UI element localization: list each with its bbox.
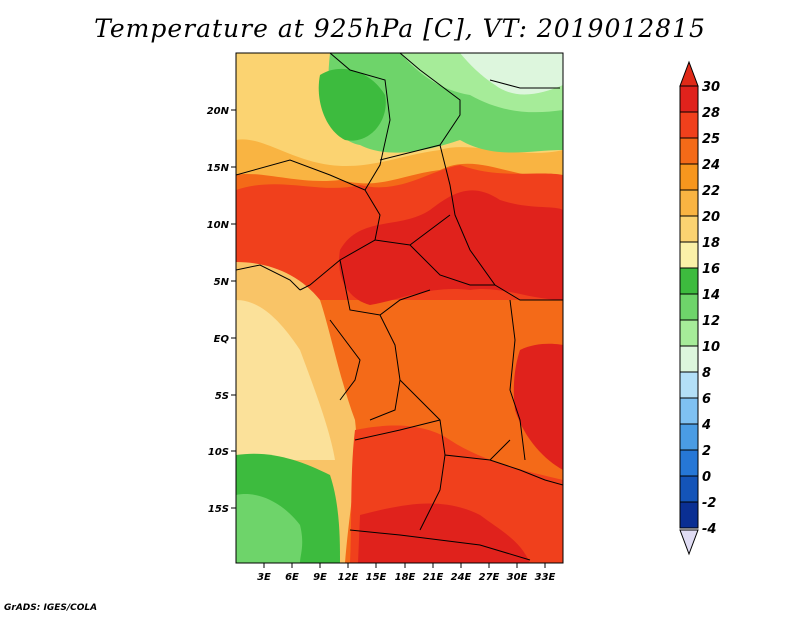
colorbar-bin [679,215,699,243]
colorbar-bin [679,241,699,269]
colorbar-label-6: 6 [702,392,711,407]
colorbar-bin [679,449,699,477]
central-hottest-zone [339,190,563,305]
colorbar-bin [679,163,699,191]
lon-label-33e: 33E [535,572,556,583]
lon-label-3e: 3E [257,572,271,583]
plot-frame [235,52,564,564]
colorbar-bin [679,345,699,373]
latitude-axis: 20N 15N 10N 5N EQ 5S 10S 15S [207,106,236,515]
lon-label-27e: 27E [479,572,500,583]
lat-label-15s: 15S [208,504,229,515]
colorbar-bin [679,397,699,425]
colorbar-label-28: 28 [702,106,720,121]
colorbar-labels: 30 28 25 24 22 20 18 16 14 12 10 8 6 4 2… [701,80,720,537]
colorbar-bin [679,111,699,139]
colorbar-label-30: 30 [702,80,720,95]
lat-label-10n: 10N [207,220,230,231]
country-borders [236,53,563,561]
colorbar-bin [679,267,699,295]
colorbar-bottom-cap [679,529,699,556]
east-africa-hot-zone [513,343,563,470]
colorbar-bin [679,501,699,529]
colorbar-label-18: 18 [702,236,720,251]
southwest-light-green-zone [236,494,303,563]
colorbar-bin [679,475,699,503]
colorbar-bin [679,371,699,399]
colorbar-label-10: 10 [702,340,720,355]
lat-label-5n: 5N [214,277,230,288]
lon-label-12e: 12E [338,572,359,583]
colorbar-label-12: 12 [702,314,720,329]
colorbar-bin [679,137,699,165]
colorbar-label-neg4: -4 [702,522,716,537]
colorbar-label-2: 2 [702,444,711,459]
colorbar-label-0: 0 [702,470,711,485]
lon-label-9e: 9E [313,572,327,583]
lon-label-21e: 21E [423,572,444,583]
colorbar-label-8: 8 [702,366,711,381]
northern-cool-zone [460,53,563,95]
colorbar-label-14: 14 [702,288,720,303]
lat-label-20n: 20N [207,106,230,117]
colorbar-bin [679,85,699,113]
colorbar-top-cap [679,60,699,87]
credit-label: GrADS: IGES/COLA [4,603,98,613]
temperature-field [236,53,563,563]
lat-label-15n: 15N [207,163,230,174]
colorbar-bin [679,293,699,321]
longitude-axis: 3E 6E 9E 12E 15E 18E 21E 24E 27E 30E 33E [257,563,556,583]
lon-label-6e: 6E [285,572,299,583]
lon-label-15e: 15E [366,572,387,583]
colorbar-label-4: 4 [701,418,711,433]
lat-label-10s: 10S [208,447,229,458]
colorbar-label-22: 22 [702,184,720,199]
lat-label-eq: EQ [214,334,230,345]
lon-label-30e: 30E [507,572,528,583]
southern-hottest-zone [358,503,530,563]
colorbar-bin [679,319,699,347]
northern-green-patch [318,68,386,141]
colorbar-label-neg2: -2 [702,496,716,511]
colorbar-bin [679,189,699,217]
lon-label-18e: 18E [395,572,416,583]
colorbar-bin [679,423,699,451]
colorbar-label-16: 16 [702,262,720,277]
colorbar-label-25: 25 [702,132,720,147]
colorbar: 30 28 25 24 22 20 18 16 14 12 10 8 6 4 2… [679,60,720,556]
chart-title: Temperature at 925hPa [C], VT: 201901281… [94,14,706,43]
lat-label-5s: 5S [215,391,229,402]
atlantic-ocean-cool [236,300,335,460]
colorbar-label-24: 24 [702,158,720,173]
colorbar-label-20: 20 [702,210,720,225]
colorbar-bins [679,85,699,529]
lon-label-24e: 24E [451,572,472,583]
